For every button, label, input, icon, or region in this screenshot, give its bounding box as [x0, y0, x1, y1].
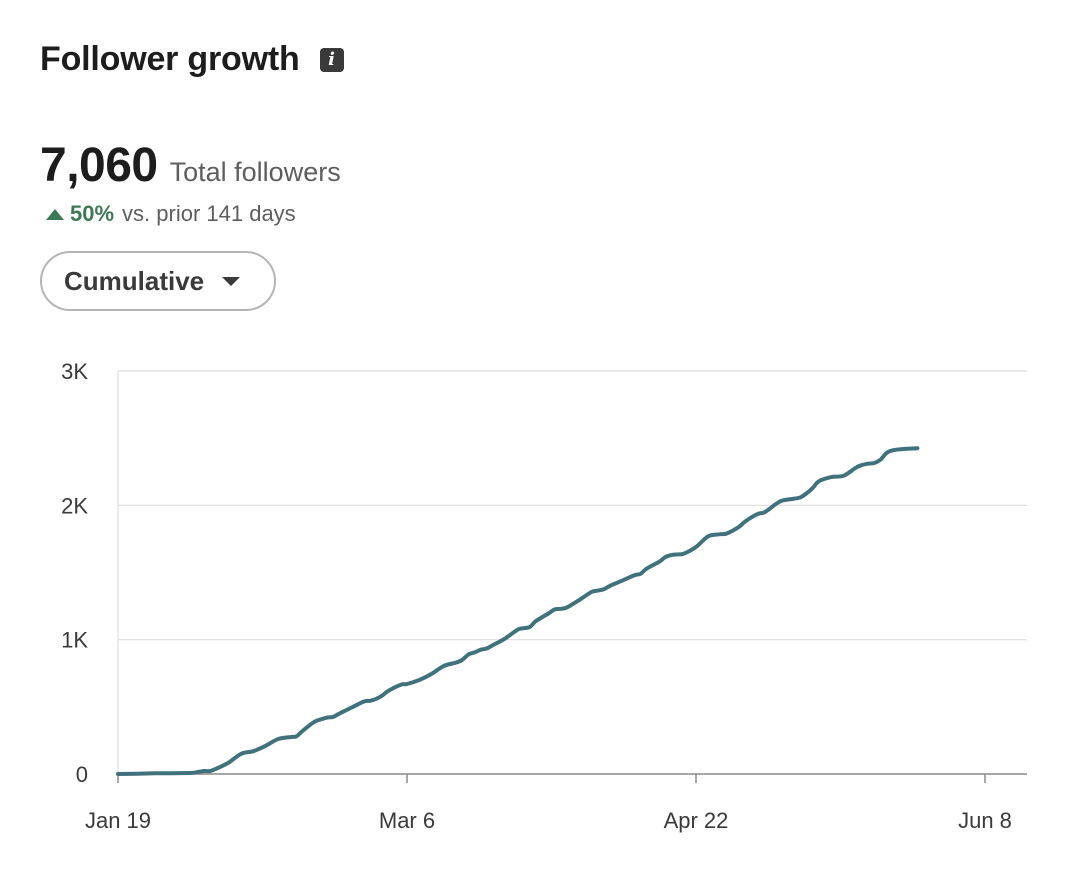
growth-change: 50% vs. prior 141 days	[46, 201, 296, 227]
y-tick-label: 1K	[61, 628, 88, 653]
page-title: Follower growth	[40, 40, 300, 78]
caret-down-icon	[222, 276, 241, 286]
y-tick-label: 2K	[61, 493, 88, 518]
x-axis-tick-labels: Jan 19 Mar 6 Apr 22 Jun 8	[85, 774, 1012, 833]
follower-growth-chart: 0 1K 2K 3K Jan 19 Mar 6 Apr 22 Jun 8	[61, 359, 1027, 833]
x-tick-label: Jan 19	[85, 808, 151, 833]
change-percent: 50%	[70, 201, 115, 226]
chart-header: Follower growth i	[40, 40, 344, 79]
change-period-text: vs. prior 141 days	[122, 201, 296, 226]
dropdown-selected-label: Cumulative	[64, 265, 205, 296]
total-followers-label: Total followers	[169, 157, 341, 187]
x-tick-label: Jun 8	[958, 808, 1012, 833]
x-tick-label: Apr 22	[664, 808, 729, 833]
x-tick-label: Mar 6	[379, 808, 435, 833]
follower-summary: 7,060 Total followers	[40, 138, 341, 193]
info-icon[interactable]: i	[319, 47, 344, 72]
triangle-up-icon	[46, 208, 64, 220]
series-line-followers	[116, 446, 920, 776]
metric-dropdown[interactable]: Cumulative	[40, 251, 276, 311]
series-layer	[116, 446, 920, 776]
gridlines	[117, 370, 1027, 775]
y-axis-tick-labels: 0 1K 2K 3K	[61, 359, 88, 787]
y-tick-label: 3K	[61, 359, 88, 384]
y-tick-label: 0	[76, 762, 88, 787]
total-followers-value: 7,060	[40, 139, 158, 192]
